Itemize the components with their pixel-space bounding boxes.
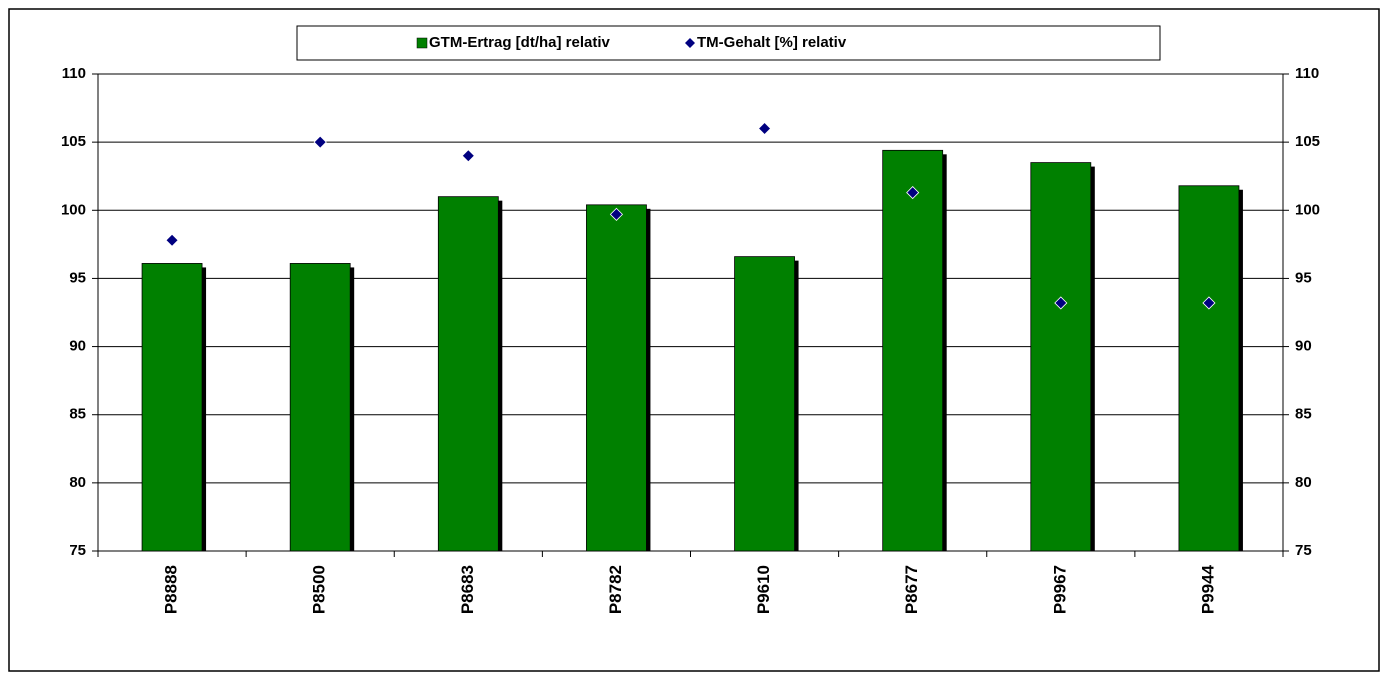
bar [1030,162,1092,552]
bar [437,196,499,552]
bar [882,149,944,552]
bar [586,204,647,552]
bar [141,263,203,552]
y-tick-label: 85 [69,406,86,423]
bar [1178,185,1240,552]
bar [734,256,795,552]
x-tick-label: P8500 [310,565,329,614]
y2-tick-label: 75 [1295,542,1312,559]
bar [289,263,351,552]
y2-tick-label: 110 [1295,65,1319,82]
y2-tick-label: 95 [1295,269,1312,286]
y-tick-label: 105 [61,133,86,150]
y2-tick-label: 80 [1295,474,1312,491]
diamond-marker [461,149,475,163]
x-tick-label: P8888 [162,565,181,614]
diamond-marker [165,233,179,247]
y-tick-label: 95 [69,269,86,286]
diamond-marker [609,207,624,221]
y-tick-label: 110 [62,65,86,82]
diamond-marker [757,121,772,136]
y2-tick-label: 90 [1295,338,1312,355]
y2-tick-label: 105 [1295,133,1320,150]
y-tick-label: 75 [69,542,86,559]
x-tick-label: P8683 [458,565,477,614]
x-tick-label: P9610 [754,565,773,614]
diamond-marker [906,186,920,200]
x-tick-label: P8677 [902,565,921,614]
y-tick-label: 90 [69,338,86,355]
y-tick-label: 80 [69,474,86,491]
diamond-marker [313,135,327,149]
legend-swatch [685,38,695,48]
y2-tick-label: 100 [1295,201,1320,218]
y-tick-label: 100 [61,201,86,218]
legend-box [296,25,1161,61]
legend-label: GTM-Ertrag [dt/ha] relativ [429,34,611,51]
diamond-marker [1202,296,1216,310]
chart-border [8,8,1380,672]
legend-swatch [416,37,428,49]
y2-tick-label: 85 [1295,406,1312,423]
x-tick-label: P8782 [606,565,625,614]
diamond-marker [1054,296,1068,310]
x-tick-label: P9944 [1198,564,1217,614]
legend-label: TM-Gehalt [%] relativ [697,34,847,51]
x-tick-label: P9967 [1050,565,1069,614]
